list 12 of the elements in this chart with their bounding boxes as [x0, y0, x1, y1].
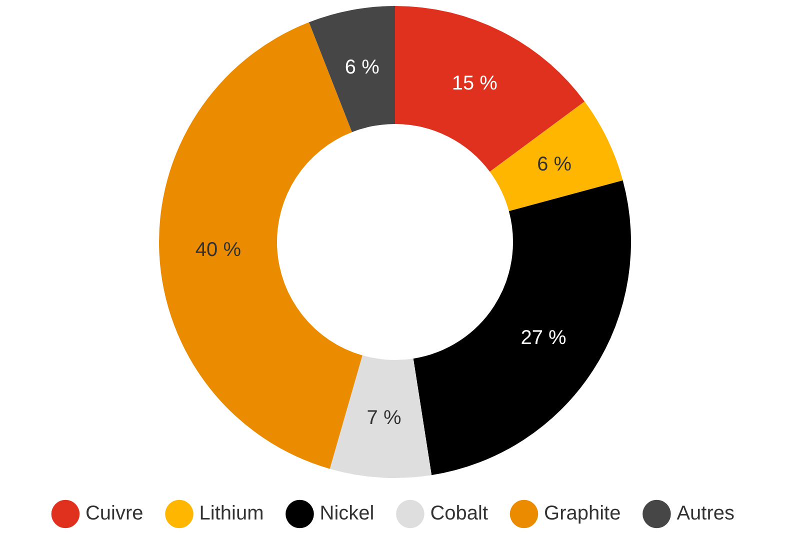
- legend-label: Graphite: [544, 502, 621, 525]
- legend-label: Nickel: [320, 502, 374, 525]
- data-label: 27 %: [520, 326, 566, 349]
- legend-label: Cobalt: [430, 502, 488, 525]
- legend-label: Lithium: [199, 502, 264, 525]
- data-label: 15 %: [452, 72, 498, 94]
- data-label: 40 %: [195, 238, 242, 261]
- legend-label: Cuivre: [85, 502, 144, 525]
- legend-label: Autres: [676, 502, 735, 525]
- data-label: 7 %: [366, 407, 402, 430]
- data-label: 6 %: [537, 153, 572, 176]
- data-label: 6 %: [344, 56, 380, 79]
